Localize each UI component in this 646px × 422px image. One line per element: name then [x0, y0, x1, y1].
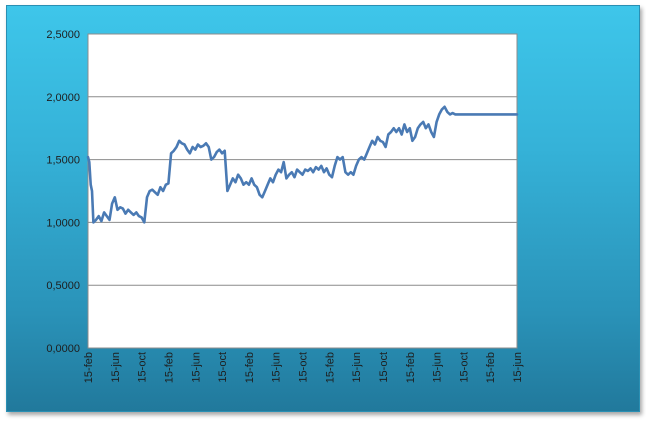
x-tick-label: 15-oct	[378, 352, 390, 383]
x-tick-label: 15-oct	[458, 352, 470, 383]
series-line	[86, 105, 519, 224]
x-tick-label: 15-oct	[298, 352, 310, 383]
x-tick-label: 15-jun	[110, 352, 122, 383]
y-tick-label: 2,5000	[46, 29, 80, 41]
y-tick-label: 0,5000	[46, 280, 80, 292]
x-tick-label: 15-jun	[512, 352, 524, 383]
x-tick-label: 15-feb	[83, 352, 95, 383]
y-tick-label: 0,0000	[46, 343, 80, 355]
y-tick-label: 1,5000	[46, 155, 80, 167]
gridlines	[88, 96, 517, 286]
x-tick-label: 15-feb	[163, 352, 175, 383]
x-axis-tick-labels: 15-feb 15-jun 15-oct 15-feb 15-jun 15-oct 15-f…	[83, 352, 524, 383]
x-tick-label: 15-jun	[271, 352, 283, 383]
x-tick-label: 15-feb	[485, 352, 497, 383]
x-tick-label: 15-feb	[405, 352, 417, 383]
y-tick-label: 2,0000	[46, 92, 80, 104]
x-tick-label: 15-jun	[432, 352, 444, 383]
x-tick-label: 15-feb	[244, 352, 256, 383]
x-tick-label: 15-jun	[351, 352, 363, 383]
x-tick-label: 15-oct	[217, 352, 229, 383]
y-tick-label: 1,0000	[46, 217, 80, 229]
x-tick-label: 15-jun	[190, 352, 202, 383]
y-axis-tick-labels: 0,0000 0,5000 1,0000 1,5000 2,0000 2,5000	[46, 29, 80, 355]
x-tick-label: 15-oct	[137, 352, 149, 383]
x-tick-label: 15-feb	[324, 352, 336, 383]
